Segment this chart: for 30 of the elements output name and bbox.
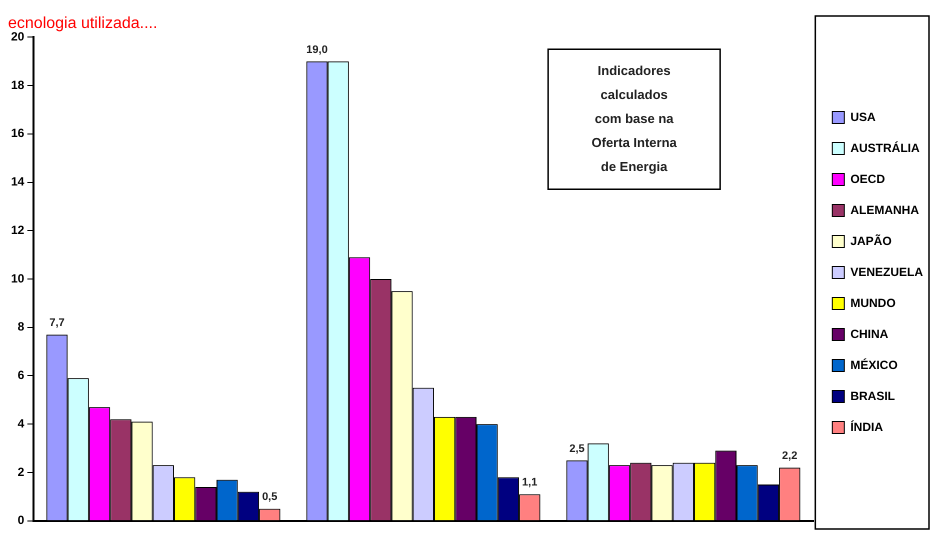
legend-label: BRASIL <box>850 388 895 403</box>
y-tick-label: 12 <box>10 222 25 237</box>
data-label: 2,5 <box>569 442 585 455</box>
y-tick-label: 8 <box>18 320 25 334</box>
data-label: 0,5 <box>262 491 278 504</box>
y-tick-label: 0 <box>18 513 25 528</box>
y-tick-label: 20 <box>10 30 25 44</box>
y-tick-label: 18 <box>10 78 25 92</box>
legend-label: OECD <box>850 172 886 186</box>
legend-label: AUSTRÁLIA <box>850 140 920 155</box>
y-tick-label: 2 <box>18 464 25 479</box>
y-tick-label: 4 <box>18 416 25 430</box>
legend-label: MUNDO <box>850 296 896 310</box>
legend-label: USA <box>850 110 876 124</box>
y-tick-label: 16 <box>10 126 25 140</box>
y-tick-label: 10 <box>10 271 25 286</box>
legend-label: CHINA <box>850 326 889 341</box>
y-tick-label: 14 <box>10 174 25 189</box>
legend-label: MÉXICO <box>850 358 898 372</box>
data-label: 19,0 <box>306 44 328 56</box>
chart-title: ecnologia utilizada.... <box>8 15 158 32</box>
legend-label: ALEMANHA <box>850 202 920 217</box>
data-label: 2,2 <box>782 450 798 462</box>
legend-label: JAPÃO <box>850 234 892 248</box>
legend-label: VENEZUELA <box>850 264 924 279</box>
legend-label: ÍNDIA <box>850 420 884 434</box>
annotation: Indicadores calculados com base na Oferta Interna de Energia <box>592 62 678 174</box>
data-label: 7,7 <box>49 317 65 330</box>
y-tick-label: 6 <box>18 368 25 382</box>
data-label: 1,1 <box>522 476 538 489</box>
